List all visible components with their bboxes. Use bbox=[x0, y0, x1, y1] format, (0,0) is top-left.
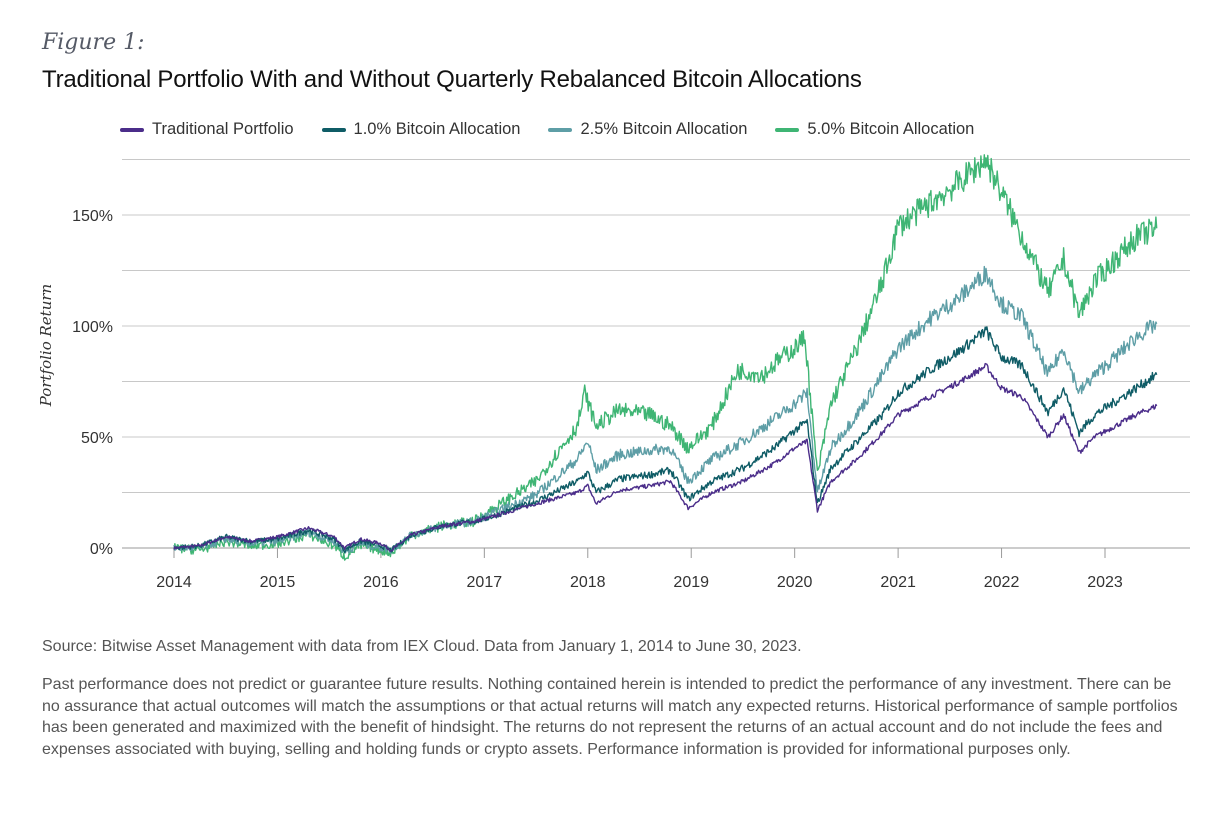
series-line-1 bbox=[173, 326, 1158, 554]
x-tick-label: 2022 bbox=[984, 574, 1020, 591]
x-tick-label: 2017 bbox=[467, 574, 503, 591]
x-tick-label: 2019 bbox=[673, 574, 709, 591]
line-chart: 0%50%100%150% 2014 2015 2016 2017 2018 2019 20… bbox=[72, 154, 1190, 591]
x-tick-label: 2015 bbox=[260, 574, 296, 591]
x-tick-label: 2016 bbox=[363, 574, 399, 591]
x-tick-label: 2018 bbox=[570, 574, 606, 591]
x-tick-label: 2021 bbox=[880, 574, 916, 591]
legend-item-5pct[interactable]: 5.0% Bitcoin Allocation bbox=[775, 120, 974, 139]
y-tick-label: 150% bbox=[72, 208, 113, 225]
chart-legend: Traditional Portfolio 1.0% Bitcoin Alloc… bbox=[120, 120, 974, 139]
grid-lines bbox=[122, 159, 1190, 558]
series-line-2 bbox=[173, 265, 1158, 555]
legend-item-traditional[interactable]: Traditional Portfolio bbox=[120, 120, 294, 139]
series-line-0 bbox=[173, 362, 1158, 552]
chart-title: Traditional Portfolio With and Without Q… bbox=[42, 66, 862, 93]
legend-item-1pct[interactable]: 1.0% Bitcoin Allocation bbox=[321, 120, 521, 139]
legend-swatch bbox=[775, 127, 800, 132]
x-tick-label: 2020 bbox=[777, 574, 813, 591]
legend-swatch bbox=[548, 127, 573, 132]
source-note: Source: Bitwise Asset Management with da… bbox=[42, 638, 802, 655]
y-tick-label: 0% bbox=[90, 541, 113, 558]
legend-swatch bbox=[321, 127, 346, 132]
y-tick-labels: 0% 50% 100% 150% bbox=[72, 208, 113, 558]
legend-label: 1.0% Bitcoin Allocation bbox=[353, 120, 521, 138]
x-tick-labels: 2014 2015 2016 2017 2018 2019 2020 2021 2022 2023 bbox=[156, 574, 1123, 591]
y-tick-label: 50% bbox=[81, 430, 113, 447]
legend-label: Traditional Portfolio bbox=[152, 120, 294, 138]
y-tick-label: 100% bbox=[72, 319, 113, 336]
x-tick-label: 2014 bbox=[156, 574, 192, 591]
legend-swatch bbox=[120, 127, 144, 132]
series-line-3 bbox=[173, 154, 1158, 561]
figure-label: Figure 1: bbox=[42, 30, 145, 55]
legend-label: 2.5% Bitcoin Allocation bbox=[580, 120, 748, 138]
x-tick-label: 2023 bbox=[1087, 574, 1123, 591]
legend-item-2-5pct[interactable]: 2.5% Bitcoin Allocation bbox=[548, 120, 747, 139]
legend-label: 5.0% Bitcoin Allocation bbox=[807, 120, 975, 138]
series-lines bbox=[173, 154, 1158, 561]
disclaimer-text: Past performance does not predict or gua… bbox=[42, 676, 1178, 758]
